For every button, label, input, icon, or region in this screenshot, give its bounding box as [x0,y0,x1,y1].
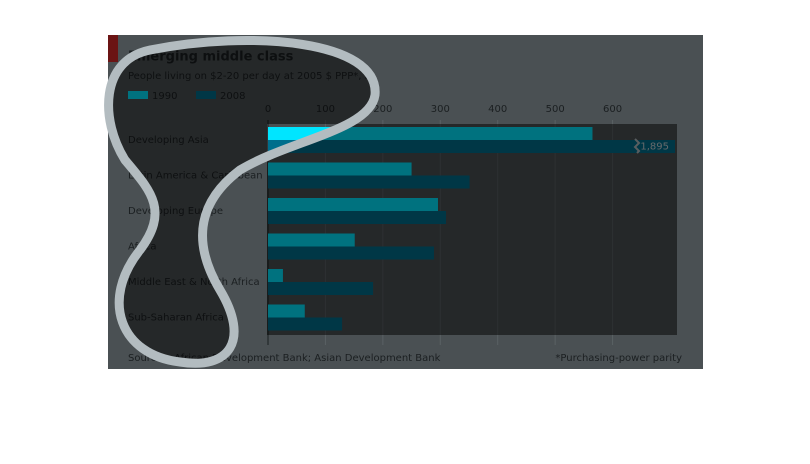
note: *Purchasing-power parity [555,353,682,364]
red-tag [108,35,118,62]
x-tick-label: 200 [373,104,392,115]
dim-overlay [108,40,678,364]
x-tick-label: 300 [431,104,450,115]
source: Sources: African Development Bank; Asian… [128,353,441,364]
highlight-outline [104,36,380,368]
x-tick-label: 600 [603,104,622,115]
x-tick-label: 400 [488,104,507,115]
x-tick-label: 500 [546,104,565,115]
